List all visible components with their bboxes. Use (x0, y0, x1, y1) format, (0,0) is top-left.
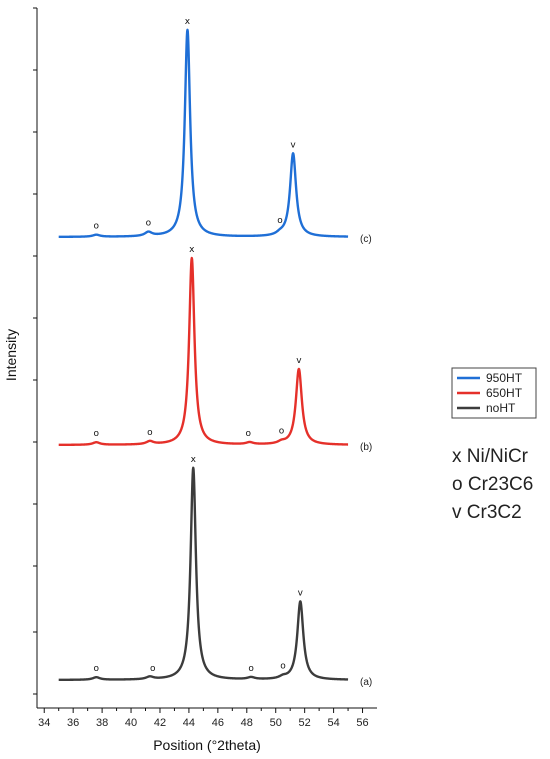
peak-marker-650HT-0: o (94, 429, 100, 439)
series-950HT: o o x o v (c) (57, 17, 372, 245)
x-tick-label-36: 36 (67, 717, 79, 729)
legend-label-noHT: noHT (486, 401, 516, 415)
panel-label-950HT: (c) (360, 234, 372, 245)
series-layer: o o x o v (c) o o x o o v (b) o o x o o v (a) (57, 17, 372, 688)
peak-marker-650HT-2: x (189, 245, 195, 255)
phase-key-cr3c2: v Cr3C2 (452, 502, 522, 523)
series-650HT: o o x o o v (b) (57, 245, 372, 453)
x-tick-label-56: 56 (356, 717, 368, 729)
peak-marker-950HT-0: o (94, 222, 100, 232)
peak-marker-950HT-4: v (290, 140, 296, 150)
x-tick-label-48: 48 (241, 717, 253, 729)
peak-marker-noHT-1: o (150, 664, 156, 674)
peak-marker-650HT-1: o (147, 428, 153, 438)
peak-marker-noHT-5: v (298, 588, 304, 598)
x-tick-label-54: 54 (327, 717, 339, 729)
peak-marker-650HT-4: o (279, 427, 285, 437)
y-axis-ticks (33, 7, 37, 695)
phase-key-ni: x Ni/NiCr (452, 446, 529, 467)
series-line-noHT (57, 466, 349, 682)
series-noHT: o o x o o v (a) (57, 455, 372, 688)
x-tick-label-46: 46 (212, 717, 224, 729)
x-tick-label-44: 44 (183, 717, 195, 729)
x-axis-title: Position (°2theta) (153, 737, 261, 753)
series-line-950HT (57, 28, 349, 239)
peak-marker-650HT-5: v (296, 356, 302, 366)
peak-marker-noHT-4: o (280, 661, 286, 671)
peak-marker-650HT-3: o (245, 429, 251, 439)
peak-marker-950HT-2: x (185, 17, 191, 27)
peak-marker-noHT-0: o (94, 664, 100, 674)
y-axis-title: Intensity (3, 329, 19, 381)
panel-label-noHT: (a) (360, 677, 372, 688)
peak-marker-noHT-3: o (248, 664, 254, 674)
axes: 34 36 38 40 42 44 46 48 50 52 54 56 (33, 7, 377, 729)
x-axis-ticks: 34 36 38 40 42 44 46 48 50 52 54 56 (38, 708, 369, 729)
x-tick-label-42: 42 (154, 717, 166, 729)
x-tick-label-38: 38 (96, 717, 108, 729)
phase-key: x Ni/NiCr o Cr23C6 v Cr3C2 (452, 446, 533, 523)
peak-marker-950HT-3: o (277, 216, 283, 226)
panel-label-650HT: (b) (360, 442, 372, 453)
peak-marker-noHT-2: x (191, 455, 197, 465)
x-tick-label-50: 50 (270, 717, 282, 729)
legend-label-950HT: 950HT (486, 371, 523, 385)
phase-key-cr23c6: o Cr23C6 (452, 474, 533, 495)
x-tick-label-40: 40 (125, 717, 137, 729)
x-tick-label-34: 34 (38, 717, 50, 729)
legend-label-650HT: 650HT (486, 386, 523, 400)
series-line-650HT (57, 256, 349, 447)
peak-marker-950HT-1: o (146, 219, 152, 229)
x-tick-label-52: 52 (299, 717, 311, 729)
